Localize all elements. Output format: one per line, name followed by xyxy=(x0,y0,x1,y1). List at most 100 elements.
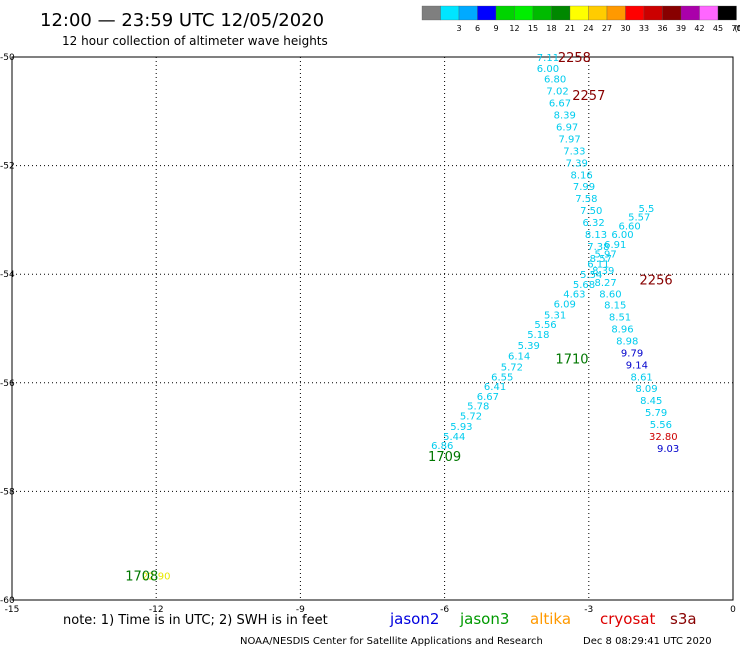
wave-height-point: 7.02 xyxy=(546,87,568,98)
legend-swatch xyxy=(477,5,497,21)
wave-height-point: 22.90 xyxy=(142,572,171,583)
y-tick-label: -58 xyxy=(0,487,15,497)
mission-label-cryosat: cryosat xyxy=(600,610,655,628)
legend-label: 45 xyxy=(713,24,723,33)
wave-height-point: 8.57 xyxy=(590,254,612,265)
legend-swatch xyxy=(699,5,719,21)
mission-label-jason3: jason3 xyxy=(459,610,509,628)
wave-height-point: 9.14 xyxy=(626,360,648,371)
wave-height-point: 7.97 xyxy=(558,134,580,145)
legend-swatch xyxy=(458,5,478,21)
legend-label: 27 xyxy=(602,24,612,33)
y-tick-label: -52 xyxy=(0,162,15,172)
legend-label: 12 xyxy=(509,24,519,33)
wave-height-point: 5.97 xyxy=(594,250,616,261)
legend-label: 42 xyxy=(694,24,704,33)
wave-height-point: 8.96 xyxy=(611,325,633,336)
legend-label: 36 xyxy=(657,24,667,33)
wave-height-point: 6.00 xyxy=(537,64,559,75)
wave-height-point: 5.57 xyxy=(628,213,650,224)
wave-height-point: 6.91 xyxy=(604,240,626,251)
legend-swatch xyxy=(625,5,645,21)
pass-time-label: 1710 xyxy=(555,352,588,367)
wave-height-point: 5.56 xyxy=(534,320,556,331)
legend-label: 15 xyxy=(528,24,538,33)
wave-height-point: 8.61 xyxy=(631,372,653,383)
legend-label: 70 xyxy=(731,24,740,33)
legend-swatch xyxy=(606,5,626,21)
y-tick-label: -60 xyxy=(0,596,15,606)
legend-label: 33 xyxy=(639,24,649,33)
wave-height-point: 6.67 xyxy=(477,392,499,403)
legend-swatch xyxy=(421,5,441,21)
wave-height-point: 7.11 xyxy=(537,53,559,64)
x-tick-label: -12 xyxy=(149,605,164,615)
legend-label: 3 xyxy=(456,24,461,33)
wave-height-point: 6.86 xyxy=(431,441,453,452)
wave-height-point: 6.55 xyxy=(491,372,513,383)
chart-subtitle: 12 hour collection of altimeter wave hei… xyxy=(62,34,328,48)
y-tick-label: -56 xyxy=(0,379,15,389)
wave-height-point: 5.78 xyxy=(467,402,489,413)
wave-height-point: 5.79 xyxy=(645,408,667,419)
wave-height-point: 7.39 xyxy=(566,158,588,169)
wave-height-point: 8.27 xyxy=(594,278,616,289)
footer-note: note: 1) Time is in UTC; 2) SWH is in fe… xyxy=(63,613,328,628)
wave-height-point: 5.18 xyxy=(527,330,549,341)
legend-label: 9 xyxy=(493,24,498,33)
wave-height-point: 7.99 xyxy=(573,182,595,193)
legend-swatch xyxy=(643,5,663,21)
plot-frame xyxy=(11,56,734,601)
legend-label: 6 xyxy=(475,24,480,33)
wave-height-point: 8.13 xyxy=(585,230,607,241)
legend-label: 24 xyxy=(583,24,593,33)
legend-swatch xyxy=(514,5,534,21)
wave-height-point: 6.41 xyxy=(484,382,506,393)
legend-swatch xyxy=(532,5,552,21)
legend-swatch xyxy=(662,5,682,21)
pass-time-label: 2257 xyxy=(572,89,605,104)
wave-height-point: 9.03 xyxy=(657,444,679,455)
wave-height-point: 4.63 xyxy=(563,290,585,301)
wave-height-point: 8.51 xyxy=(609,313,631,324)
wave-height-point: 8.60 xyxy=(599,290,621,301)
wave-height-point: 8.98 xyxy=(616,336,638,347)
wave-height-point: 6.11 xyxy=(587,259,609,270)
wave-height-point: 5.68 xyxy=(573,280,595,291)
wave-height-point: 6.14 xyxy=(508,352,530,363)
wave-height-point: 7.38 xyxy=(587,242,609,253)
wave-height-point: 5.31 xyxy=(544,310,566,321)
wave-height-point: 5.54 xyxy=(580,270,602,281)
wave-height-point: 7.50 xyxy=(580,206,602,217)
legend-swatch xyxy=(551,5,571,21)
wave-height-point: 7.33 xyxy=(563,146,585,157)
wave-height-point: 5.39 xyxy=(518,341,540,352)
wave-height-point: 7.58 xyxy=(575,194,597,205)
wave-height-point: 8.39 xyxy=(554,111,576,122)
x-tick-label: -6 xyxy=(440,605,449,615)
wave-height-point: 32.80 xyxy=(649,432,678,443)
wave-height-point: 8.15 xyxy=(604,301,626,312)
wave-height-point: 5.93 xyxy=(450,422,472,433)
wave-height-point: 6.67 xyxy=(549,99,571,110)
x-tick-label: 0 xyxy=(730,605,736,615)
mission-label-altika: altika xyxy=(530,610,571,628)
wave-height-point: 5.72 xyxy=(501,363,523,374)
wave-height-point: 6.00 xyxy=(611,230,633,241)
wave-height-point: 5.72 xyxy=(460,411,482,422)
wave-height-point: 6.80 xyxy=(544,75,566,86)
pass-time-label: 2258 xyxy=(558,51,591,66)
wave-height-point: 5.44 xyxy=(443,432,465,443)
x-tick-label: -15 xyxy=(5,605,20,615)
legend-label: 30 xyxy=(620,24,630,33)
chart-title: 12:00 — 23:59 UTC 12/05/2020 xyxy=(40,10,324,31)
legend-swatch xyxy=(495,5,515,21)
legend-swatch xyxy=(588,5,608,21)
legend-swatch xyxy=(440,5,460,21)
y-tick-label: -50 xyxy=(0,53,15,63)
legend-label: 39 xyxy=(676,24,686,33)
wave-height-point: 5.56 xyxy=(650,420,672,431)
wave-height-point: 6.32 xyxy=(582,218,604,229)
legend-label: 21 xyxy=(565,24,575,33)
